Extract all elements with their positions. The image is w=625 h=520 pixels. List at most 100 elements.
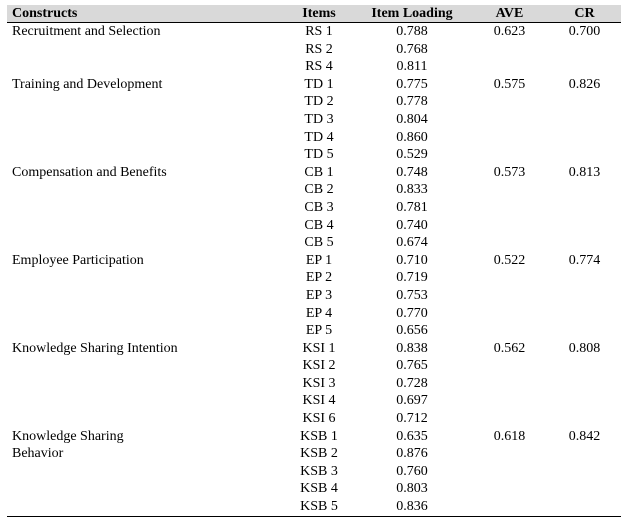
item-loading: 0.765 xyxy=(396,358,428,374)
table-row: Recruitment and Selection RS 1 0.788 0.623 0… xyxy=(7,23,621,41)
header-items: Items xyxy=(302,6,336,21)
item-loading: 0.811 xyxy=(396,59,428,75)
item-code: KSI 1 xyxy=(302,340,336,356)
item-code: RS 2 xyxy=(305,41,333,57)
item-loading: 0.833 xyxy=(396,182,428,198)
table-row: RS 4 0.811 xyxy=(7,58,621,76)
table-body: Recruitment and Selection RS 1 0.788 0.623 0… xyxy=(7,23,621,517)
item-code: TD 5 xyxy=(304,147,334,163)
construct-name: Recruitment and Selection xyxy=(12,24,161,39)
item-code: EP 1 xyxy=(305,252,333,268)
construct-name: Knowledge Sharing Behavior xyxy=(12,428,124,462)
ave-value: 0.618 xyxy=(493,428,526,444)
item-loading: 0.860 xyxy=(396,129,428,145)
item-loading: 0.803 xyxy=(396,481,428,497)
item-loading: 0.876 xyxy=(396,446,428,462)
table-row: CB 4 0.740 xyxy=(7,217,621,235)
item-code: CB 5 xyxy=(304,235,334,251)
item-loading: 0.697 xyxy=(396,393,428,409)
item-code: EP 3 xyxy=(305,287,333,303)
item-loading: 0.760 xyxy=(396,463,428,479)
table-row: CB 2 0.833 xyxy=(7,181,621,199)
table-row: EP 3 0.753 xyxy=(7,287,621,305)
construct-name: Compensation and Benefits xyxy=(12,164,167,180)
item-code: CB 4 xyxy=(304,217,334,233)
item-loading: 0.781 xyxy=(396,199,428,215)
table-header: Constructs Items Item Loading AVE CR xyxy=(7,5,621,23)
item-code: EP 4 xyxy=(305,305,333,321)
item-loading: 0.768 xyxy=(396,41,428,57)
item-code: TD 1 xyxy=(304,76,334,92)
item-loading: 0.778 xyxy=(396,94,428,110)
item-loading: 0.740 xyxy=(396,217,428,233)
item-code: EP 5 xyxy=(305,323,333,339)
item-code: RS 1 xyxy=(305,24,333,39)
table-row: Knowledge Sharing Intention KSI 1 0.838 0.5… xyxy=(7,340,621,358)
cr-value: 0.700 xyxy=(568,24,601,39)
item-code: CB 2 xyxy=(304,182,334,198)
item-code: KSI 4 xyxy=(302,393,336,409)
header-item-loading: Item Loading xyxy=(371,6,453,21)
item-loading: 0.728 xyxy=(396,375,428,391)
item-code: KSB 4 xyxy=(300,481,338,497)
cr-value: 0.774 xyxy=(568,252,601,268)
item-loading: 0.788 xyxy=(396,24,428,39)
item-code: KSB 1 xyxy=(300,428,338,444)
table-row: TD 5 0.529 xyxy=(7,146,621,164)
item-loading: 0.712 xyxy=(396,411,428,427)
cr-value: 0.826 xyxy=(568,76,601,92)
item-loading: 0.775 xyxy=(396,76,428,92)
item-code: EP 2 xyxy=(305,270,333,286)
table-row: RS 2 0.768 xyxy=(7,41,621,59)
table-row: CB 5 0.674 xyxy=(7,234,621,252)
item-loading: 0.719 xyxy=(396,270,428,286)
item-loading: 0.753 xyxy=(396,287,428,303)
table-row: EP 4 0.770 xyxy=(7,305,621,323)
cr-value: 0.813 xyxy=(568,164,601,180)
table-row: KSI 4 0.697 xyxy=(7,392,621,410)
cr-value: 0.842 xyxy=(568,428,601,444)
item-code: TD 3 xyxy=(304,111,334,127)
ave-value: 0.522 xyxy=(493,252,526,268)
header-cr: CR xyxy=(574,6,595,21)
item-code: KSI 3 xyxy=(302,375,336,391)
item-code: CB 1 xyxy=(304,164,334,180)
header-constructs: Constructs xyxy=(12,6,78,21)
header-ave: AVE xyxy=(495,6,524,21)
item-loading: 0.836 xyxy=(396,499,428,515)
construct-name: Training and Development xyxy=(12,76,163,92)
construct-name: Employee Participation xyxy=(12,252,144,268)
table-row: KSB 5 0.836 xyxy=(7,498,621,516)
table-row: Training and Development TD 1 0.775 0.575 0.… xyxy=(7,76,621,94)
table-row: KSB 3 0.760 xyxy=(7,463,621,481)
ave-value: 0.623 xyxy=(493,24,526,39)
table-row: EP 2 0.719 xyxy=(7,269,621,287)
item-loading: 0.635 xyxy=(396,428,428,444)
item-code: KSI 6 xyxy=(302,411,336,427)
item-code: KSI 2 xyxy=(302,358,336,374)
constructs-table: Constructs Items Item Loading AVE CR Rec… xyxy=(7,5,621,517)
item-code: TD 2 xyxy=(304,94,334,110)
table-row: Employee Participation EP 1 0.710 0.522 0.77… xyxy=(7,252,621,270)
table-row: KSB 4 0.803 xyxy=(7,480,621,498)
ave-value: 0.575 xyxy=(493,76,526,92)
item-loading: 0.529 xyxy=(396,147,428,163)
item-loading: 0.656 xyxy=(396,323,428,339)
table-row: KSI 6 0.712 xyxy=(7,410,621,428)
table-row: CB 3 0.781 xyxy=(7,199,621,217)
table-row: TD 4 0.860 xyxy=(7,129,621,147)
cr-value: 0.808 xyxy=(568,340,601,356)
ave-value: 0.573 xyxy=(493,164,526,180)
item-loading: 0.838 xyxy=(396,340,428,356)
item-loading: 0.674 xyxy=(396,235,428,251)
table-row: TD 3 0.804 xyxy=(7,111,621,129)
table-row: Compensation and Benefits CB 1 0.748 0.573 0… xyxy=(7,164,621,182)
item-code: KSB 2 xyxy=(300,446,338,462)
item-code: RS 4 xyxy=(305,59,333,75)
item-loading: 0.770 xyxy=(396,305,428,321)
item-loading: 0.748 xyxy=(396,164,428,180)
table-row: Knowledge Sharing Behavior KSB 1 0.635 0.618… xyxy=(7,428,621,462)
table-row: KSI 3 0.728 xyxy=(7,375,621,393)
table-row: EP 5 0.656 xyxy=(7,322,621,340)
item-code: KSB 3 xyxy=(300,463,338,479)
